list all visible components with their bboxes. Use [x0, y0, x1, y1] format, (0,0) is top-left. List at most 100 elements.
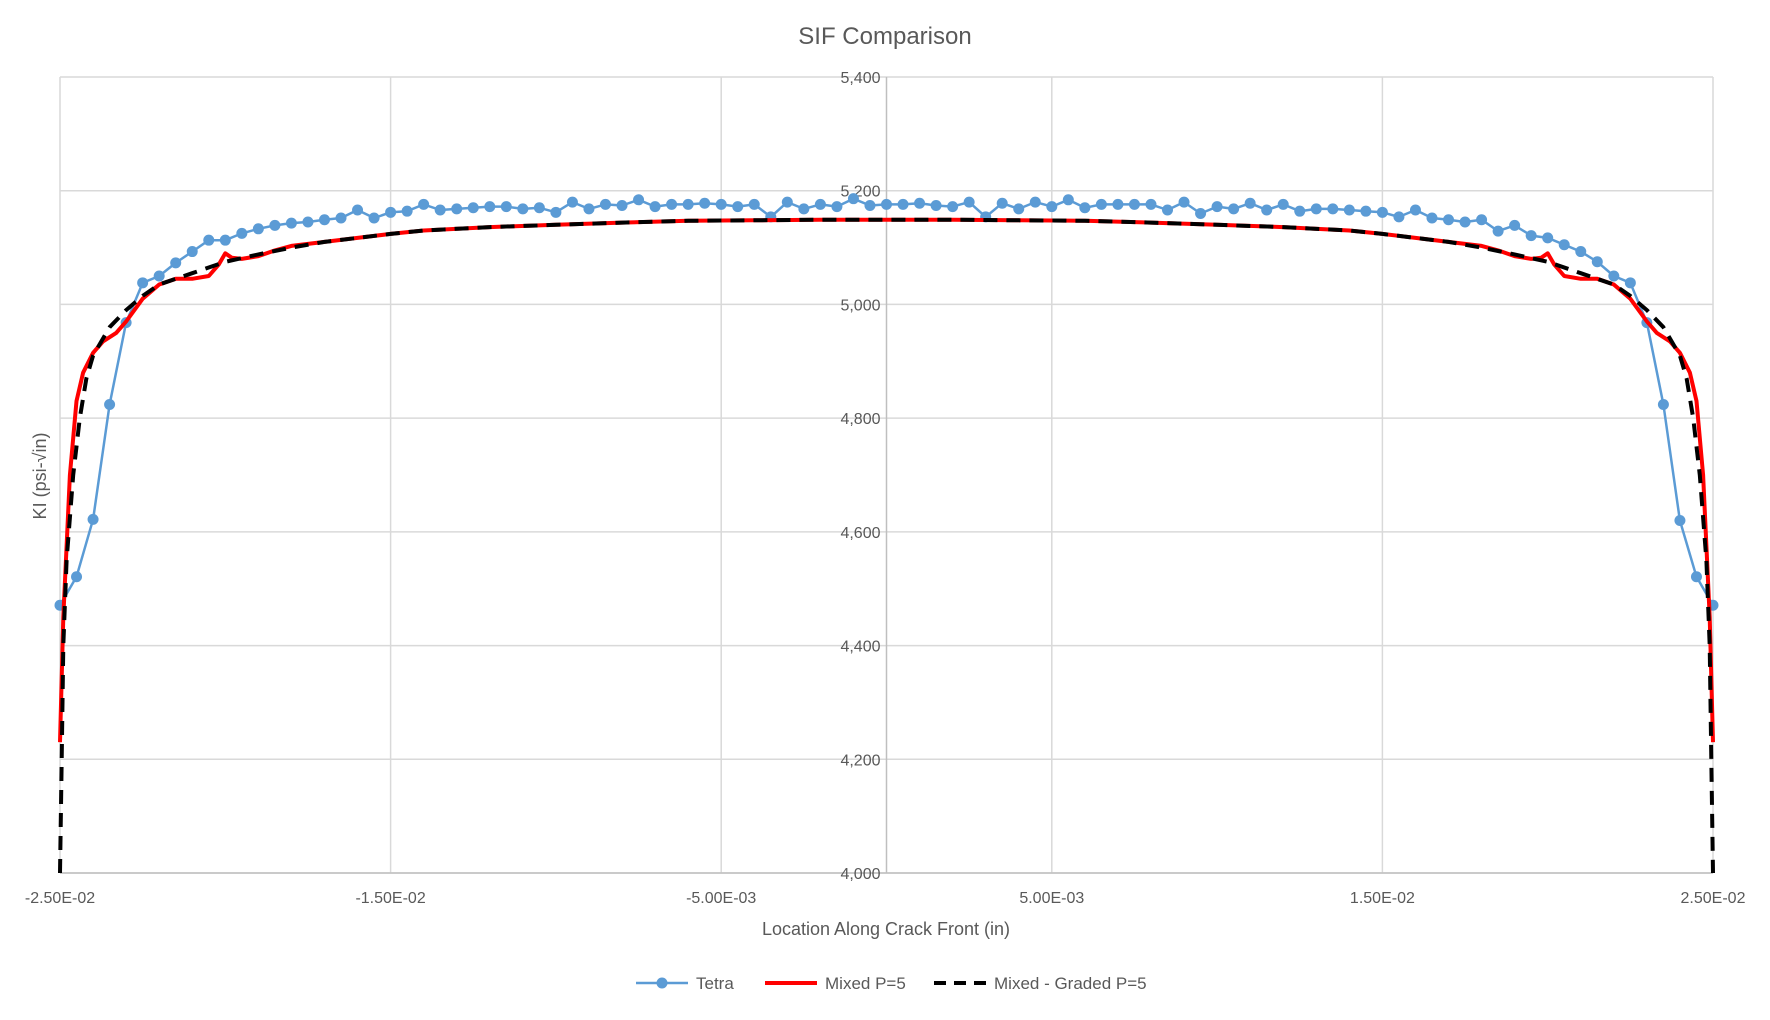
- tetra-data-point: [715, 198, 727, 210]
- tetra-data-point: [1128, 198, 1140, 210]
- tetra-data-point: [1277, 198, 1289, 210]
- y-tick-label: 5,200: [840, 184, 880, 201]
- tetra-data-point: [269, 219, 281, 231]
- tetra-data-point: [831, 201, 843, 213]
- tetra-data-point: [1013, 203, 1025, 215]
- tetra-data-point: [897, 198, 909, 210]
- tetra-data-point: [71, 571, 83, 583]
- tetra-data-point: [1459, 216, 1471, 228]
- legend-item-1: Mixed P=5: [765, 974, 906, 993]
- tetra-data-point: [814, 198, 826, 210]
- tetra-data-point: [219, 234, 231, 246]
- tetra-data-point: [500, 201, 512, 213]
- tetra-data-point: [616, 199, 628, 211]
- tetra-data-point: [1624, 277, 1636, 289]
- tetra-data-point: [930, 199, 942, 211]
- tetra-data-point: [649, 201, 661, 213]
- tetra-data-point: [566, 196, 578, 208]
- y-tick-label: 4,000: [840, 866, 880, 883]
- tetra-data-point: [285, 217, 297, 229]
- tetra-data-point: [914, 197, 926, 209]
- chart-title: SIF Comparison: [798, 23, 971, 50]
- tetra-data-point: [533, 202, 545, 214]
- tetra-data-point: [1476, 214, 1488, 226]
- tetra-data-point: [996, 197, 1008, 209]
- tetra-data-point: [153, 270, 165, 282]
- tetra-data-point: [1145, 198, 1157, 210]
- tetra-data-point: [963, 196, 975, 208]
- tetra-data-point: [947, 201, 959, 213]
- tetra-data-point: [1542, 232, 1554, 244]
- tetra-data-point: [1211, 201, 1223, 213]
- tetra-data-point: [732, 201, 744, 213]
- tetra-data-point: [186, 246, 198, 258]
- tetra-data-point: [1674, 514, 1686, 526]
- x-tick-label: -2.50E-02: [25, 890, 95, 907]
- tetra-data-point: [847, 193, 859, 205]
- tetra-data-point: [1046, 201, 1058, 213]
- legend-item-2: Mixed - Graded P=5: [934, 974, 1147, 993]
- tetra-data-point: [451, 203, 463, 215]
- tetra-data-point: [1393, 211, 1405, 223]
- tetra-data-point: [87, 513, 99, 525]
- tetra-data-point: [1261, 204, 1273, 216]
- tetra-data-point: [1443, 214, 1455, 226]
- x-tick-label: 5.00E-03: [1019, 890, 1084, 907]
- tetra-data-point: [368, 212, 380, 224]
- tetra-data-point: [1608, 270, 1620, 282]
- legend-label: Mixed P=5: [825, 974, 906, 993]
- tetra-data-point: [137, 277, 149, 289]
- y-tick-label: 4,600: [840, 525, 880, 542]
- tetra-data-point: [335, 212, 347, 224]
- tetra-data-point: [252, 223, 264, 235]
- tetra-data-point: [1228, 203, 1240, 215]
- tick-labels: 4,000 4,200 4,400 4,600 4,800 5,000 5,200 5,400…: [25, 70, 1746, 907]
- tetra-data-point: [1327, 203, 1339, 215]
- legend-item-0: Tetra: [636, 974, 734, 993]
- tetra-data-point: [1690, 571, 1702, 583]
- tetra-data-point: [1376, 206, 1388, 218]
- tetra-data-point: [484, 201, 496, 213]
- tetra-data-point: [418, 198, 430, 210]
- tetra-data-point: [1575, 246, 1587, 258]
- series-group: [54, 193, 1719, 874]
- tetra-data-point: [798, 203, 810, 215]
- tetra-data-point: [864, 199, 876, 211]
- legend-marker: [656, 977, 668, 989]
- tetra-data-point: [434, 204, 446, 216]
- x-tick-label: -5.00E-03: [686, 890, 756, 907]
- x-tick-label: -1.50E-02: [355, 890, 425, 907]
- tetra-data-point: [682, 198, 694, 210]
- tetra-data-point: [1360, 205, 1372, 217]
- tetra-data-point: [236, 227, 248, 239]
- x-tick-label: 2.50E-02: [1681, 890, 1746, 907]
- tetra-data-point: [1426, 212, 1438, 224]
- tetra-data-point: [517, 203, 529, 215]
- y-tick-label: 5,400: [840, 70, 880, 87]
- tetra-data-point: [352, 204, 364, 216]
- tetra-data-point: [170, 257, 182, 269]
- tetra-data-point: [385, 206, 397, 218]
- tetra-data-point: [633, 194, 645, 206]
- tetra-data-point: [1195, 207, 1207, 219]
- tetra-data-point: [699, 197, 711, 209]
- tetra-data-point: [881, 198, 892, 210]
- tetra-data-point: [583, 203, 595, 215]
- tetra-data-point: [781, 196, 793, 208]
- tetra-data-point: [318, 214, 330, 226]
- tetra-data-point: [550, 206, 562, 218]
- legend-label: Tetra: [696, 974, 734, 993]
- tetra-data-point: [1591, 256, 1603, 268]
- tetra-data-point: [1509, 219, 1521, 231]
- tetra-data-point: [1162, 204, 1174, 216]
- y-axis-title: KI (psi-√in): [30, 433, 50, 520]
- y-tick-label: 5,000: [840, 297, 880, 314]
- tetra-data-point: [1558, 239, 1570, 251]
- tetra-data-point: [1178, 196, 1190, 208]
- tetra-data-point: [1294, 205, 1306, 217]
- x-tick-label: 1.50E-02: [1350, 890, 1415, 907]
- tetra-data-point: [1095, 198, 1107, 210]
- tetra-data-point: [302, 216, 314, 228]
